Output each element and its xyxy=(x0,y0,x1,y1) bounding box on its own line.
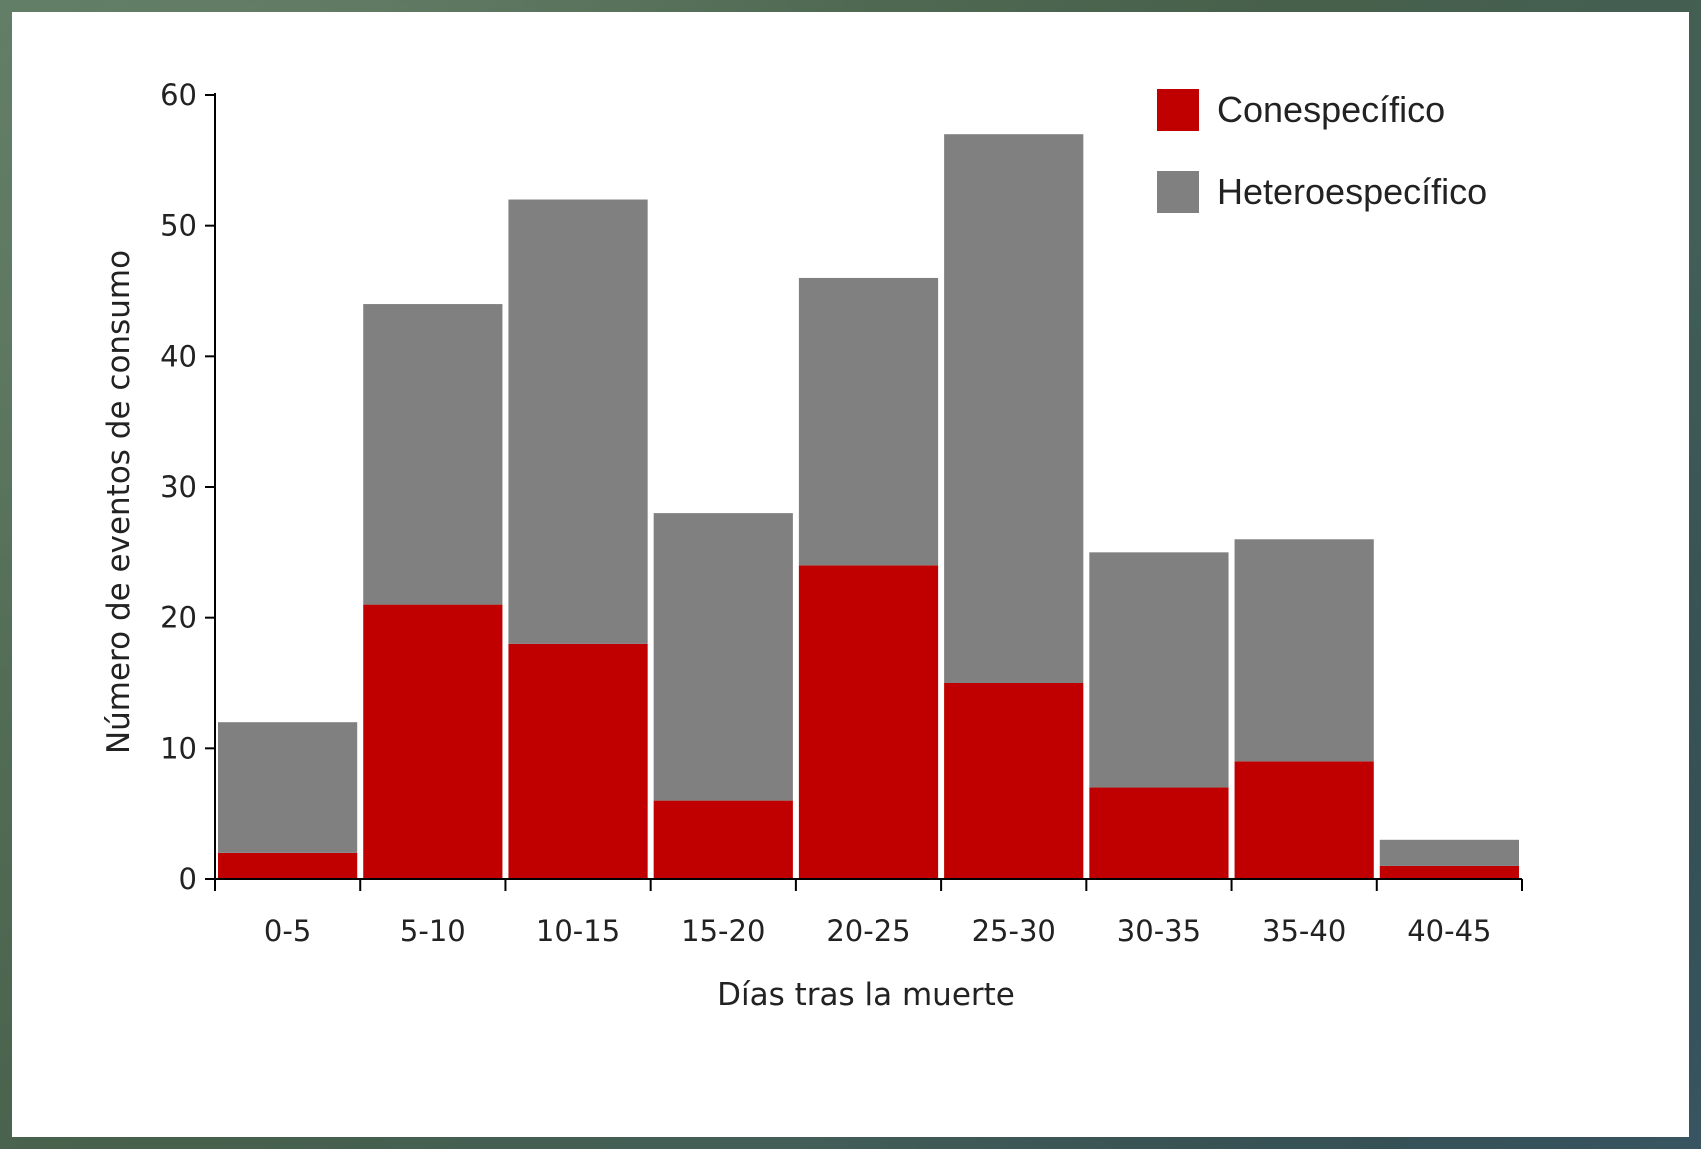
bar-conespecifico-5-10 xyxy=(363,604,503,879)
y-tick-label-60: 60 xyxy=(160,78,197,112)
bar-heteroespecifico-40-45 xyxy=(1379,839,1519,866)
bar-heteroespecifico-20-25 xyxy=(798,277,939,566)
bar-conespecifico-30-35 xyxy=(1089,787,1229,879)
x-tick-label-25-30: 25-30 xyxy=(972,914,1056,948)
bar-heteroespecifico-10-15 xyxy=(508,199,648,644)
legend-swatch-heteroespecifico xyxy=(1157,171,1199,213)
bars-layer xyxy=(218,134,1519,879)
bar-heteroespecifico-0-5 xyxy=(218,722,358,853)
bar-conespecifico-0-5 xyxy=(218,852,358,879)
x-tick-label-40-45: 40-45 xyxy=(1407,914,1491,948)
y-tick-label-10: 10 xyxy=(160,731,197,765)
y-tick-label-0: 0 xyxy=(179,862,197,896)
y-tick-label-50: 50 xyxy=(160,209,197,243)
stacked-bar-chart: 0 10 20 30 40 50 60 0-5 5-10 10-15 15-20 20-25 25-30… xyxy=(101,78,1523,1013)
bar-heteroespecifico-5-10 xyxy=(363,304,503,605)
x-tick-label-20-25: 20-25 xyxy=(826,914,910,948)
axes-layer: 0 10 20 30 40 50 60 0-5 5-10 10-15 15-20 20-25 25-30… xyxy=(160,78,1523,948)
bar-heteroespecifico-35-40 xyxy=(1234,539,1374,762)
bar-conespecifico-15-20 xyxy=(653,800,793,879)
x-tick-label-15-20: 15-20 xyxy=(681,914,765,948)
x-axis-label: Días tras la muerte xyxy=(717,977,1015,1013)
chart-card: 0 10 20 30 40 50 60 0-5 5-10 10-15 15-20 20-25 25-30… xyxy=(12,12,1689,1137)
bar-conespecifico-10-15 xyxy=(508,643,648,879)
y-tick-label-20: 20 xyxy=(160,601,197,635)
legend: Conespecífico Heteroespecífico xyxy=(1157,89,1487,213)
x-tick-label-0-5: 0-5 xyxy=(264,914,311,948)
y-axis-label: Número de eventos de consumo xyxy=(101,250,137,754)
bar-conespecifico-20-25 xyxy=(798,565,939,879)
bar-conespecifico-35-40 xyxy=(1234,761,1374,879)
bar-heteroespecifico-25-30 xyxy=(944,134,1084,683)
x-tick-label-5-10: 5-10 xyxy=(400,914,466,948)
bar-conespecifico-25-30 xyxy=(944,683,1084,879)
y-tick-label-30: 30 xyxy=(160,470,197,504)
bar-conespecifico-40-45 xyxy=(1379,865,1519,879)
legend-label-conespecifico: Conespecífico xyxy=(1217,89,1445,130)
y-tick-label-40: 40 xyxy=(160,339,197,373)
legend-label-heteroespecifico: Heteroespecífico xyxy=(1217,171,1487,212)
x-tick-label-35-40: 35-40 xyxy=(1262,914,1346,948)
x-tick-label-30-35: 30-35 xyxy=(1117,914,1201,948)
x-tick-label-10-15: 10-15 xyxy=(536,914,620,948)
bar-heteroespecifico-30-35 xyxy=(1089,552,1229,788)
bar-heteroespecifico-15-20 xyxy=(653,513,793,801)
legend-swatch-conespecifico xyxy=(1157,89,1199,131)
